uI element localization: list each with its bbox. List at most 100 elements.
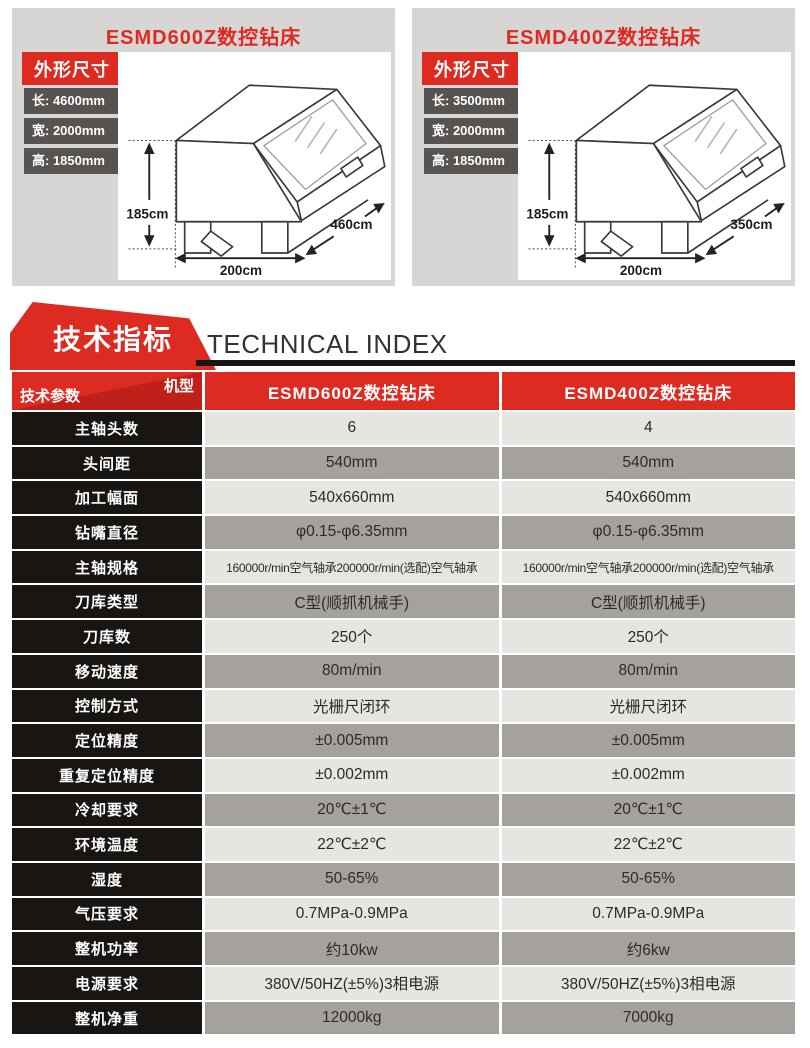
spec-value-esmd400z: φ0.15-φ6.35mm: [501, 516, 795, 549]
spec-label: 湿度: [12, 862, 202, 896]
table-corner-cell: 机型 技术参数: [12, 372, 202, 410]
spec-value-esmd600z: 20℃±1℃: [205, 793, 499, 827]
table-row: 头间距 540mm 540mm: [12, 446, 795, 480]
depth-dim-label: 460cm: [330, 217, 372, 232]
dimension-height: 高: 1850mm: [424, 148, 520, 174]
spec-value-esmd400z: 22℃±2℃: [501, 828, 795, 861]
spec-value-esmd400z: 80m/min: [501, 654, 795, 688]
machine-diagram: 185cm 200cm 460cm: [126, 84, 386, 278]
machine-diagram: 185cm 200cm 350cm: [526, 84, 786, 278]
corner-label-model: 机型: [163, 378, 194, 395]
spec-label: 主轴规格: [12, 550, 202, 584]
spec-label: 重复定位精度: [12, 758, 202, 792]
spec-value-esmd600z: 540mm: [205, 446, 499, 480]
spec-value-esmd600z: 250个: [205, 620, 499, 653]
spec-value-esmd400z: 4: [501, 412, 795, 445]
table-row: 刀库数 250个 250个: [12, 620, 795, 653]
spec-value-esmd600z: 22℃±2℃: [205, 828, 499, 861]
table-row: 湿度 50-65% 50-65%: [12, 862, 795, 896]
table-row: 重复定位精度 ±0.002mm ±0.002mm: [12, 758, 795, 792]
spec-value-esmd600z: 540x660mm: [205, 481, 499, 515]
dimension-height: 高: 1850mm: [24, 148, 120, 174]
depth-dim-label: 350cm: [730, 217, 772, 232]
spec-label: 定位精度: [12, 724, 202, 757]
spec-value-esmd600z: 160000r/min空气轴承200000r/min(选配)空气轴承: [205, 550, 499, 584]
table-row: 刀库类型 C型(顺抓机械手) C型(顺抓机械手): [12, 585, 795, 619]
spec-value-esmd600z: 80m/min: [205, 654, 499, 688]
spec-value-esmd400z: 540x660mm: [501, 481, 795, 515]
column-header-esmd400z: ESMD400Z数控钻床: [501, 372, 795, 410]
machine-diagram-box: 185cm 200cm 350cm: [518, 52, 791, 280]
spec-value-esmd400z: 0.7MPa-0.9MPa: [501, 897, 795, 931]
spec-label: 整机净重: [12, 1001, 202, 1035]
spec-value-esmd600z: φ0.15-φ6.35mm: [205, 516, 499, 549]
table-row: 环境温度 22℃±2℃ 22℃±2℃: [12, 828, 795, 861]
spec-label: 整机功率: [12, 932, 202, 965]
product-card-esmd400z: ESMD400Z数控钻床 外形尺寸 长: 3500mm 宽: 2000mm 高:…: [412, 8, 795, 286]
height-dim-label: 185cm: [526, 207, 568, 222]
spec-value-esmd400z: 7000kg: [501, 1001, 795, 1035]
spec-value-esmd400z: ±0.002mm: [501, 758, 795, 792]
spec-value-esmd600z: ±0.002mm: [205, 758, 499, 792]
corner-label-parameters: 技术参数: [20, 388, 81, 405]
section-underline-bar: [196, 360, 795, 366]
spec-value-esmd400z: 250个: [501, 620, 795, 653]
spec-value-esmd400z: 540mm: [501, 446, 795, 480]
spec-value-esmd600z: 约10kw: [205, 932, 499, 965]
spec-value-esmd400z: 20℃±1℃: [501, 793, 795, 827]
spec-value-esmd400z: C型(顺抓机械手): [501, 585, 795, 619]
dimension-width: 宽: 2000mm: [24, 118, 120, 144]
table-row: 移动速度 80m/min 80m/min: [12, 654, 795, 688]
dimension-length: 长: 4600mm: [24, 88, 120, 114]
width-dim-label: 200cm: [220, 263, 262, 278]
section-banner: 技术指标: [10, 302, 216, 370]
spec-label: 钻嘴直径: [12, 516, 202, 549]
dimension-width: 宽: 2000mm: [424, 118, 520, 144]
table-header-row: 机型 技术参数 ESMD600Z数控钻床 ESMD400Z数控钻床: [12, 372, 795, 410]
product-cards: ESMD600Z数控钻床 外形尺寸 长: 4600mm 宽: 2000mm 高:…: [12, 8, 795, 286]
product-card-esmd600z: ESMD600Z数控钻床 外形尺寸 长: 4600mm 宽: 2000mm 高:…: [12, 8, 395, 286]
spec-value-esmd600z: C型(顺抓机械手): [205, 585, 499, 619]
spec-label: 移动速度: [12, 654, 202, 688]
table-row: 主轴头数 6 4: [12, 412, 795, 445]
spec-label: 气压要求: [12, 897, 202, 931]
machine-diagram-box: 185cm 200cm 460cm: [118, 52, 391, 280]
spec-label: 头间距: [12, 446, 202, 480]
section-title-cn: 技术指标: [52, 324, 173, 355]
spec-value-esmd600z: 6: [205, 412, 499, 445]
table-row: 定位精度 ±0.005mm ±0.005mm: [12, 724, 795, 757]
product-title: ESMD400Z数控钻床: [505, 27, 702, 49]
table-row: 控制方式 光栅尺闭环 光栅尺闭环: [12, 689, 795, 723]
table-row: 整机净重 12000kg 7000kg: [12, 1001, 795, 1035]
table-row: 钻嘴直径 φ0.15-φ6.35mm φ0.15-φ6.35mm: [12, 516, 795, 549]
spec-label: 电源要求: [12, 967, 202, 1000]
spec-label: 控制方式: [12, 689, 202, 723]
spec-value-esmd400z: 50-65%: [501, 862, 795, 896]
height-dim-label: 185cm: [126, 207, 168, 222]
table-row: 冷却要求 20℃±1℃ 20℃±1℃: [12, 793, 795, 827]
section-title-en: TECHNICAL INDEX: [207, 329, 448, 359]
spec-value-esmd400z: 约6kw: [501, 932, 795, 965]
spec-value-esmd600z: 380V/50HZ(±5%)3相电源: [205, 967, 499, 1000]
table-row: 整机功率 约10kw 约6kw: [12, 932, 795, 965]
column-header-esmd600z: ESMD600Z数控钻床: [205, 372, 499, 410]
spec-value-esmd400z: ±0.005mm: [501, 724, 795, 757]
table-body: 主轴头数 6 4 头间距 540mm 540mm 加工幅面 540x660mm …: [12, 410, 795, 1035]
product-title: ESMD600Z数控钻床: [105, 27, 302, 49]
spec-value-esmd600z: 0.7MPa-0.9MPa: [205, 897, 499, 931]
spec-label: 冷却要求: [12, 793, 202, 827]
table-row: 电源要求 380V/50HZ(±5%)3相电源 380V/50HZ(±5%)3相…: [12, 967, 795, 1000]
table-row: 主轴规格 160000r/min空气轴承200000r/min(选配)空气轴承 …: [12, 550, 795, 584]
spec-value-esmd400z: 160000r/min空气轴承200000r/min(选配)空气轴承: [501, 550, 795, 584]
spec-value-esmd400z: 光栅尺闭环: [501, 689, 795, 723]
spec-value-esmd600z: 50-65%: [205, 862, 499, 896]
spec-label: 主轴头数: [12, 412, 202, 445]
dimensions-badge: 外形尺寸: [422, 52, 522, 85]
spec-label: 刀库类型: [12, 585, 202, 619]
spec-value-esmd600z: 光栅尺闭环: [205, 689, 499, 723]
spec-value-esmd600z: ±0.005mm: [205, 724, 499, 757]
dimensions-badge: 外形尺寸: [22, 52, 122, 85]
spec-label: 刀库数: [12, 620, 202, 653]
spec-label: 加工幅面: [12, 481, 202, 515]
